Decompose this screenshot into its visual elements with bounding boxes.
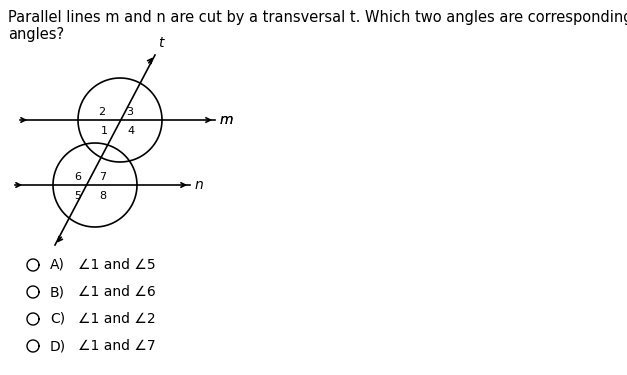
Text: 6: 6: [75, 172, 82, 182]
Text: Parallel lines m and n are cut by a transversal t. Which two angles are correspo: Parallel lines m and n are cut by a tran…: [8, 10, 627, 42]
Text: ∠1 and ∠6: ∠1 and ∠6: [78, 285, 155, 299]
Text: 7: 7: [100, 172, 107, 182]
Text: t: t: [158, 36, 164, 50]
Text: 2: 2: [98, 107, 105, 117]
Text: 8: 8: [100, 191, 107, 201]
Text: 4: 4: [127, 126, 135, 136]
Text: A): A): [50, 258, 65, 272]
Text: ∠1 and ∠2: ∠1 and ∠2: [78, 312, 155, 326]
Text: ∠1 and ∠5: ∠1 and ∠5: [78, 258, 155, 272]
Text: m: m: [220, 113, 233, 127]
Text: m: m: [220, 113, 233, 127]
Text: 1: 1: [100, 126, 107, 136]
Text: 3: 3: [127, 107, 134, 117]
Text: ∠1 and ∠7: ∠1 and ∠7: [78, 339, 155, 353]
Text: 5: 5: [75, 191, 82, 201]
Text: C): C): [50, 312, 65, 326]
Text: D): D): [50, 339, 66, 353]
Text: B): B): [50, 285, 65, 299]
Text: n: n: [195, 178, 204, 192]
